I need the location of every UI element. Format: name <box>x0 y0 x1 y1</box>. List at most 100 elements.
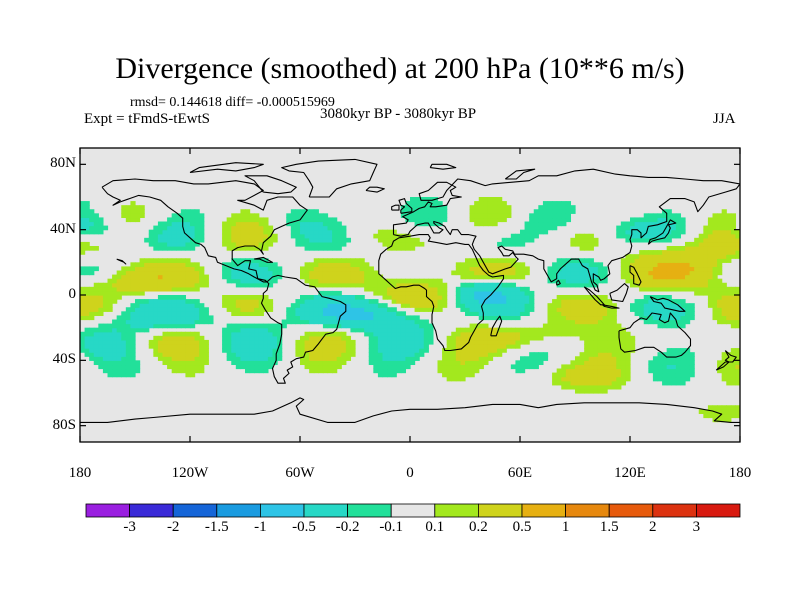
field-cell <box>332 311 338 317</box>
field-cell <box>662 225 668 231</box>
field-cell <box>584 348 590 353</box>
field-cell <box>364 286 370 292</box>
field-cell <box>80 225 86 231</box>
field-cell <box>290 229 297 235</box>
coastline-philippines <box>629 265 642 286</box>
field-cell <box>194 213 200 219</box>
field-cell <box>465 311 471 317</box>
field-cell <box>593 315 599 321</box>
field-cell <box>107 344 113 349</box>
field-cell <box>180 237 187 243</box>
field-cell <box>304 270 310 276</box>
field-cell <box>455 290 462 296</box>
field-cell <box>675 221 682 227</box>
field-cell <box>428 339 434 345</box>
field-cell <box>483 258 489 263</box>
field-cell <box>524 229 530 235</box>
field-cell <box>258 352 264 357</box>
field-cell <box>588 348 594 353</box>
field-cell <box>538 327 544 333</box>
field-cell <box>125 274 132 280</box>
field-cell <box>552 270 558 276</box>
field-cell <box>112 327 118 333</box>
field-cell <box>492 327 498 333</box>
field-cell <box>584 344 590 349</box>
field-cell <box>345 270 352 276</box>
field-cell <box>492 201 498 206</box>
field-cell <box>245 241 251 247</box>
field-cell <box>469 348 475 353</box>
field-cell <box>643 286 649 292</box>
field-cell <box>157 352 164 357</box>
field-cell <box>153 246 159 251</box>
field-cell <box>345 262 352 268</box>
field-cell <box>313 299 319 304</box>
field-cell <box>561 282 567 288</box>
field-cell <box>387 315 393 321</box>
field-cell <box>235 278 242 284</box>
field-cell <box>272 344 278 349</box>
field-cell <box>634 221 640 227</box>
field-cell <box>84 217 90 223</box>
field-cell <box>387 246 393 251</box>
field-cell <box>396 331 402 337</box>
field-cell <box>263 348 269 353</box>
field-cell <box>245 356 251 361</box>
field-cell <box>652 356 659 361</box>
field-cell <box>148 266 154 272</box>
field-cell <box>258 274 264 280</box>
field-cell <box>698 254 704 259</box>
field-cell <box>93 299 99 304</box>
field-cell <box>666 368 672 374</box>
field-cell <box>607 331 613 337</box>
field-cell <box>730 360 737 366</box>
field-cell <box>295 209 301 214</box>
field-cell <box>698 282 704 288</box>
field-cell <box>107 339 113 345</box>
field-cell <box>524 331 530 337</box>
field-cell <box>680 274 686 280</box>
field-cell <box>373 327 379 333</box>
field-cell <box>157 241 164 247</box>
field-cell <box>185 241 191 247</box>
field-cell <box>588 311 594 317</box>
field-cell <box>616 339 622 345</box>
field-cell <box>89 209 95 214</box>
field-cell <box>538 217 544 223</box>
field-cell <box>529 360 535 366</box>
field-cell <box>584 303 590 308</box>
field-cell <box>579 258 585 263</box>
field-cell <box>410 217 416 223</box>
field-cell <box>465 299 471 304</box>
field-cell <box>671 376 677 382</box>
field-cell <box>593 339 599 345</box>
field-cell <box>254 368 260 374</box>
field-cell <box>575 282 581 288</box>
field-cell <box>726 368 732 374</box>
field-cell <box>414 237 420 243</box>
field-cell <box>584 352 590 357</box>
field-cell <box>712 274 718 280</box>
field-cell <box>712 258 718 263</box>
field-cell <box>373 360 379 366</box>
field-cell <box>176 221 182 227</box>
field-cell <box>593 376 599 382</box>
field-cell <box>300 311 306 317</box>
field-cell <box>685 278 691 284</box>
field-cell <box>89 299 95 304</box>
field-cell <box>469 274 475 280</box>
field-cell <box>176 364 182 370</box>
field-cell <box>662 221 668 227</box>
field-cell <box>350 270 356 276</box>
field-cell <box>171 323 177 329</box>
field-cell <box>336 352 342 357</box>
field-cell <box>121 372 127 378</box>
field-cell <box>263 258 269 263</box>
field-cell <box>194 348 200 353</box>
field-cell <box>428 217 434 223</box>
field-cell <box>135 213 141 219</box>
field-cell <box>410 356 416 361</box>
field-cell <box>171 356 177 361</box>
field-cell <box>685 270 691 276</box>
field-cell <box>112 319 118 325</box>
